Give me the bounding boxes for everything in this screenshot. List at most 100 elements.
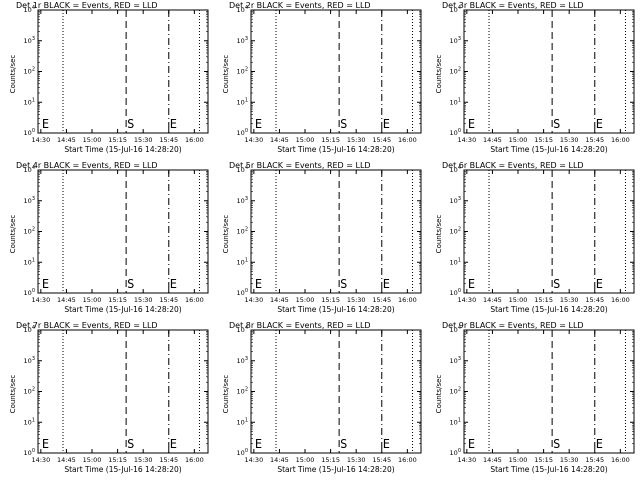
x-tick-label: 14:45 — [57, 296, 76, 304]
y-tick-label: 104 — [237, 325, 248, 334]
detector-panel: Det 6r BLACK = Events, RED = LLD 100 101 10… — [426, 160, 639, 320]
x-axis-title: Start Time (15-Jul-16 14:28:20) — [64, 145, 182, 154]
chart-title: Det 3r BLACK = Events, RED = LLD — [442, 1, 584, 10]
y-tick-label: 101 — [24, 417, 35, 426]
y-tick-label: 102 — [450, 67, 461, 76]
y-axis-title: Counts/sec — [222, 214, 230, 254]
y-tick-label: 102 — [237, 227, 248, 236]
y-tick-label: 101 — [450, 97, 461, 106]
chart-title: Det 6r BLACK = Events, RED = LLD — [442, 161, 584, 170]
x-tick-label: 14:45 — [270, 456, 289, 464]
x-tick-label: 16:00 — [398, 136, 417, 144]
y-tick-label: 101 — [237, 417, 248, 426]
x-tick-label: 16:00 — [611, 136, 630, 144]
end-marker-label: E — [42, 437, 49, 451]
x-tick-label: 15:00 — [296, 136, 315, 144]
detector-panel: Det 1r BLACK = Events, RED = LLD 100 101 10… — [0, 0, 213, 160]
x-tick-label: 15:30 — [134, 136, 153, 144]
x-tick-label: 14:45 — [57, 136, 76, 144]
y-tick-label: 100 — [237, 448, 248, 457]
start-marker-label: S — [553, 277, 560, 291]
y-tick-label: 100 — [24, 128, 35, 137]
end-marker-label: E — [255, 437, 262, 451]
y-tick-label: 103 — [24, 196, 35, 205]
y-tick-label: 104 — [450, 5, 461, 14]
x-tick-label: 15:00 — [83, 456, 102, 464]
y-tick-label: 100 — [450, 448, 461, 457]
x-tick-label: 15:30 — [560, 136, 579, 144]
x-tick-label: 16:00 — [611, 296, 630, 304]
x-axis-title: Start Time (15-Jul-16 14:28:20) — [277, 305, 395, 314]
y-axis-title: Counts/sec — [435, 214, 443, 254]
x-tick-label: 14:30 — [457, 136, 476, 144]
end-marker-label: E — [596, 117, 603, 131]
y-tick-label: 103 — [24, 356, 35, 365]
end-marker-label: E — [170, 437, 177, 451]
x-tick-label: 15:45 — [159, 296, 178, 304]
y-axis-title: Counts/sec — [222, 54, 230, 94]
x-tick-label: 14:30 — [457, 296, 476, 304]
chart-title: Det 8r BLACK = Events, RED = LLD — [229, 321, 371, 330]
end-marker-label: E — [596, 277, 603, 291]
x-tick-label: 15:45 — [372, 456, 391, 464]
chart-plot-area: 100 101 102 103 104 14:30 14:45 15:00 15:15 15:30… — [450, 325, 635, 464]
detector-panel: Det 8r BLACK = Events, RED = LLD 100 101 10… — [213, 320, 426, 480]
end-marker-label: E — [468, 277, 475, 291]
x-tick-label: 16:00 — [398, 296, 417, 304]
y-tick-label: 101 — [450, 417, 461, 426]
chart-plot-area: 100 101 102 103 104 14:30 14:45 15:00 15:15 15:30… — [237, 165, 422, 304]
x-tick-label: 14:45 — [270, 296, 289, 304]
x-tick-label: 14:45 — [483, 456, 502, 464]
y-tick-label: 102 — [24, 67, 35, 76]
x-tick-label: 14:30 — [244, 456, 263, 464]
x-tick-label: 15:00 — [296, 456, 315, 464]
y-tick-label: 102 — [450, 227, 461, 236]
y-tick-label: 104 — [450, 325, 461, 334]
x-tick-label: 15:30 — [560, 456, 579, 464]
x-axis-title: Start Time (15-Jul-16 14:28:20) — [277, 145, 395, 154]
x-tick-label: 15:00 — [509, 296, 528, 304]
x-tick-label: 16:00 — [398, 456, 417, 464]
end-marker-label: E — [468, 117, 475, 131]
end-marker-label: E — [255, 277, 262, 291]
y-tick-label: 103 — [24, 36, 35, 45]
end-marker-label: E — [383, 277, 390, 291]
detector-panel: Det 2r BLACK = Events, RED = LLD 100 101 10… — [213, 0, 426, 160]
end-marker-label: E — [383, 437, 390, 451]
start-marker-label: S — [127, 117, 134, 131]
end-marker-label: E — [468, 437, 475, 451]
x-tick-label: 14:30 — [457, 456, 476, 464]
y-tick-label: 103 — [450, 36, 461, 45]
end-marker-label: E — [170, 117, 177, 131]
detector-panel: Det 5r BLACK = Events, RED = LLD 100 101 10… — [213, 160, 426, 320]
x-tick-label: 16:00 — [185, 456, 204, 464]
x-tick-label: 14:45 — [57, 456, 76, 464]
start-marker-label: S — [127, 437, 134, 451]
y-axis-title: Counts/sec — [435, 54, 443, 94]
x-tick-label: 15:45 — [372, 136, 391, 144]
x-axis-title: Start Time (15-Jul-16 14:28:20) — [64, 465, 182, 474]
y-tick-label: 102 — [450, 387, 461, 396]
chart-plot-area: 100 101 102 103 104 14:30 14:45 15:00 15:15 15:30… — [450, 5, 635, 144]
x-tick-label: 15:00 — [509, 136, 528, 144]
x-tick-label: 16:00 — [611, 456, 630, 464]
x-axis-title: Start Time (15-Jul-16 14:28:20) — [277, 465, 395, 474]
y-axis-title: Counts/sec — [435, 374, 443, 414]
x-tick-label: 14:30 — [31, 296, 50, 304]
start-marker-label: S — [553, 437, 560, 451]
chart-plot-area: 100 101 102 103 104 14:30 14:45 15:00 15:15 15:30… — [24, 165, 209, 304]
y-tick-label: 102 — [24, 227, 35, 236]
x-tick-label: 15:45 — [585, 456, 604, 464]
x-tick-label: 14:45 — [483, 296, 502, 304]
y-tick-label: 100 — [237, 288, 248, 297]
end-marker-label: E — [383, 117, 390, 131]
chart-title: Det 9r BLACK = Events, RED = LLD — [442, 321, 584, 330]
x-tick-label: 14:30 — [244, 296, 263, 304]
y-tick-label: 103 — [237, 196, 248, 205]
x-tick-label: 14:30 — [31, 456, 50, 464]
chart-title: Det 2r BLACK = Events, RED = LLD — [229, 1, 371, 10]
x-tick-label: 15:30 — [134, 456, 153, 464]
y-tick-label: 104 — [450, 165, 461, 174]
y-tick-label: 101 — [237, 97, 248, 106]
